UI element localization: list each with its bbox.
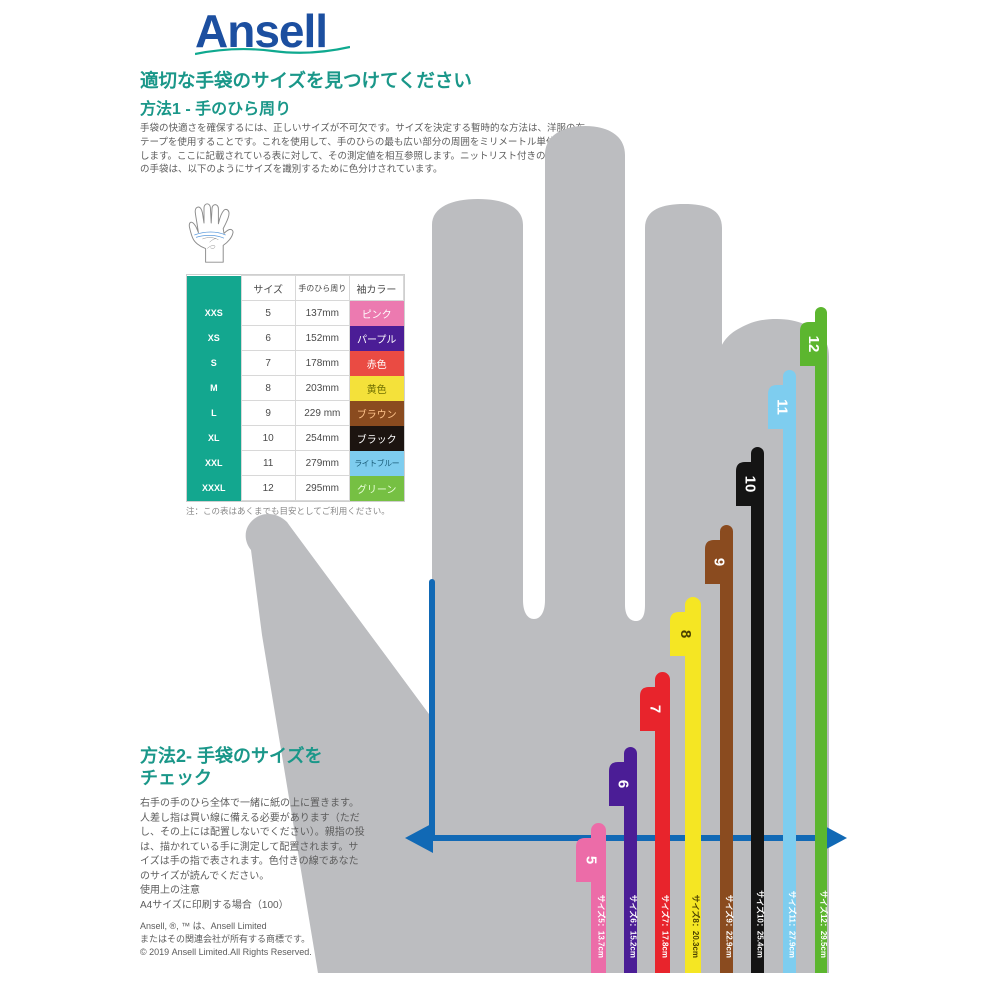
svg-text:9: 9: [711, 558, 728, 566]
svg-text:サイズ11：27.9cm: サイズ11：27.9cm: [788, 891, 798, 958]
svg-text:サイズ12：29.5cm: サイズ12：29.5cm: [819, 890, 829, 958]
svg-text:6: 6: [615, 780, 632, 788]
svg-text:サイズ10：25.4cm: サイズ10：25.4cm: [756, 890, 766, 958]
svg-text:11: 11: [774, 399, 791, 415]
svg-text:5: 5: [583, 856, 600, 864]
svg-text:7: 7: [647, 705, 664, 713]
svg-text:8: 8: [677, 630, 694, 638]
svg-text:サイズ8：20.3cm: サイズ8：20.3cm: [691, 895, 701, 958]
svg-text:サイズ7：17.8cm: サイズ7：17.8cm: [661, 895, 671, 958]
svg-text:サイズ9：22.9cm: サイズ9：22.9cm: [725, 895, 735, 958]
svg-text:サイズ6：15.2cm: サイズ6：15.2cm: [629, 895, 639, 958]
svg-text:12: 12: [805, 336, 822, 353]
svg-text:サイズ5：13.7cm: サイズ5：13.7cm: [597, 895, 607, 958]
svg-text:10: 10: [742, 476, 759, 493]
